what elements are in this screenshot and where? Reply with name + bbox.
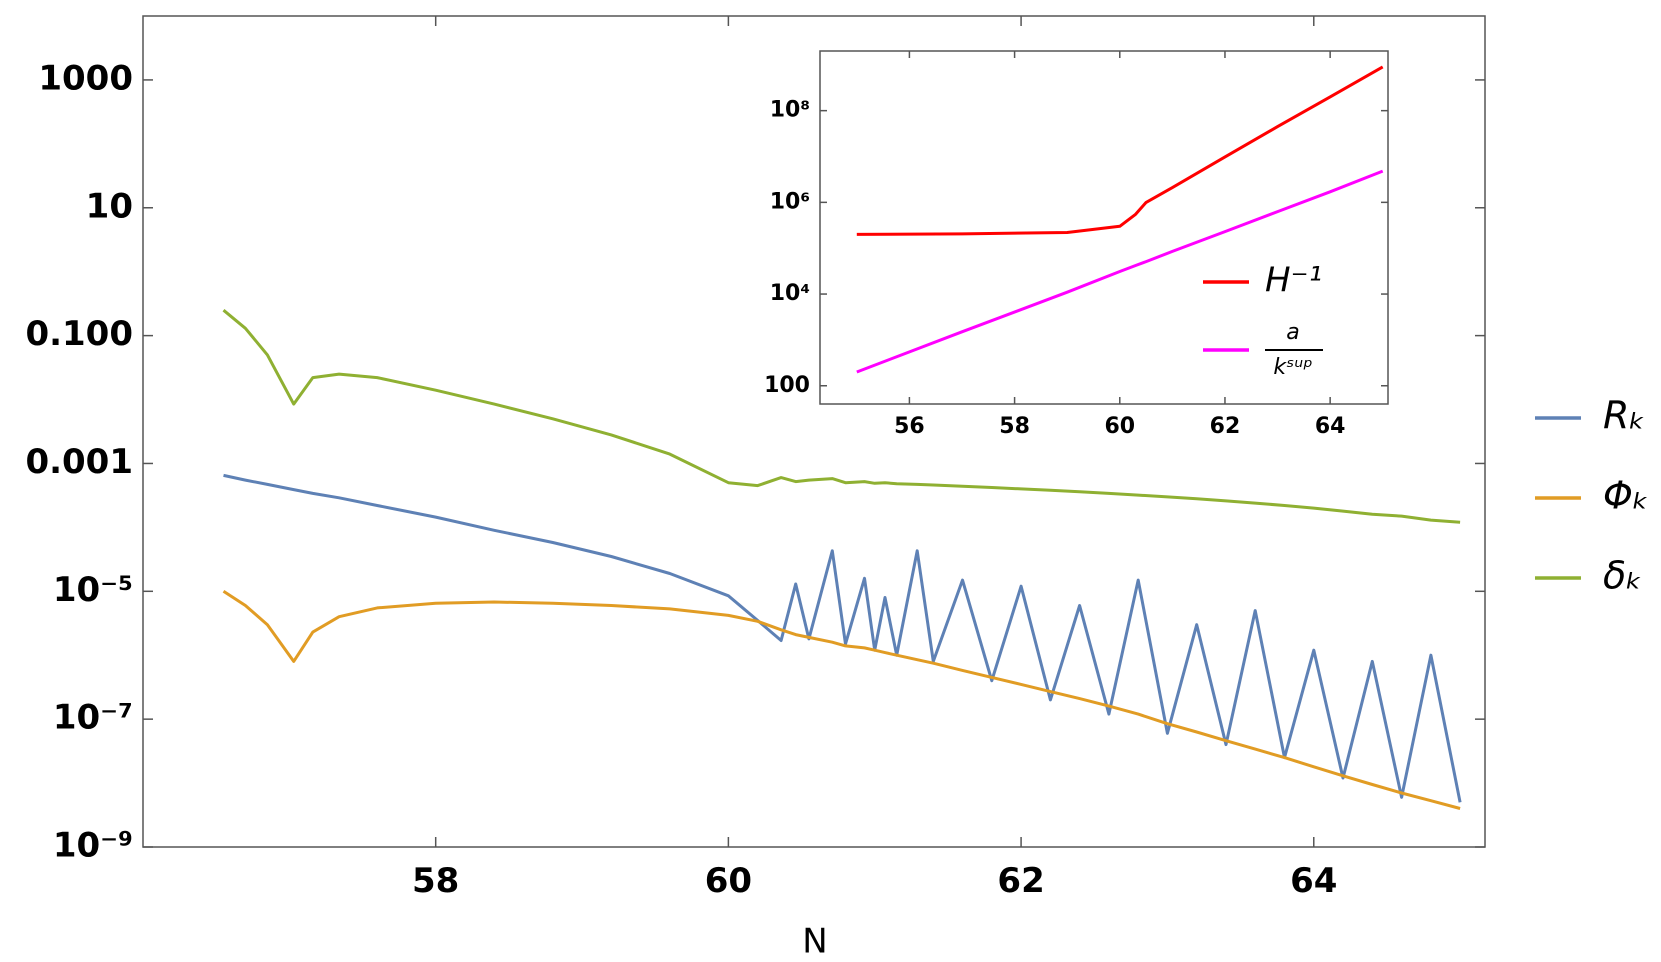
y-tick-label: 100 <box>764 373 810 398</box>
x-tick-label: 56 <box>894 414 925 439</box>
series-line <box>223 473 1462 803</box>
legend-label: H⁻¹ <box>1265 261 1322 301</box>
legend-label-denominator: kˢᵘᵖ <box>1273 355 1312 380</box>
x-tick-label: 62 <box>1210 414 1241 439</box>
x-tick-label: 64 <box>1290 861 1337 901</box>
legend-label: Rₖ <box>1603 394 1646 438</box>
x-axis-label: N <box>802 922 827 962</box>
y-tick-label: 10 <box>86 186 133 226</box>
x-tick-label: 62 <box>997 861 1044 901</box>
y-tick-label: 10⁶ <box>770 189 810 214</box>
x-tick-label: 60 <box>1104 414 1135 439</box>
series-line <box>222 309 1461 524</box>
x-tick-label: 58 <box>412 861 459 901</box>
y-tick-label: 10⁴ <box>770 281 810 306</box>
y-tick-label: 10⁸ <box>770 98 810 123</box>
x-tick-label: 64 <box>1315 414 1346 439</box>
legend-label: δₖ <box>1603 554 1642 598</box>
series-line <box>856 65 1384 236</box>
legend-label-numerator: a <box>1286 320 1299 345</box>
y-tick-label: 10⁻⁵ <box>53 570 133 610</box>
y-tick-label: 0.001 <box>25 442 133 482</box>
series-line <box>856 169 1384 374</box>
y-tick-label: 1000 <box>38 58 133 98</box>
y-tick-label: 0.100 <box>25 314 133 354</box>
x-tick-label: 58 <box>999 414 1030 439</box>
y-tick-label: 10⁻⁹ <box>53 826 133 866</box>
x-tick-label: 60 <box>705 861 752 901</box>
series-line <box>222 590 1461 810</box>
legend-label: Φₖ <box>1603 474 1649 518</box>
y-tick-label: 10⁻⁷ <box>53 698 133 738</box>
